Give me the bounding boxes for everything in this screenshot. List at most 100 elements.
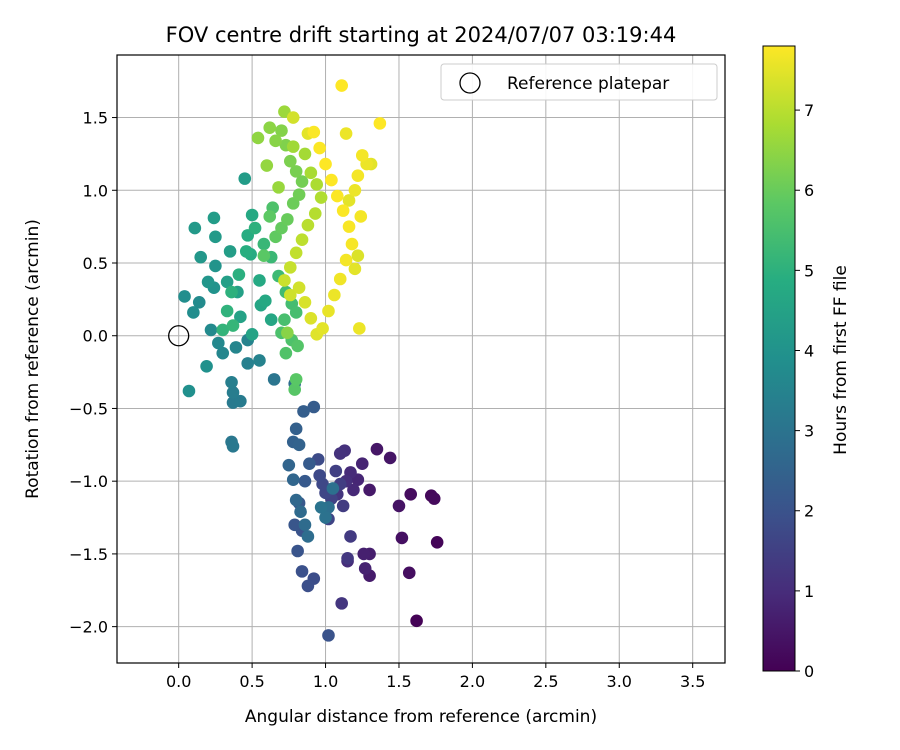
data-point [289, 165, 303, 178]
data-point [188, 221, 202, 235]
data-point [351, 249, 365, 263]
data-point [341, 551, 354, 565]
data-point [297, 405, 310, 418]
data-point [281, 213, 294, 226]
data-point [329, 464, 343, 478]
data-point [272, 181, 285, 194]
x-tick-label: 2.0 [460, 672, 485, 691]
data-point [209, 259, 222, 273]
data-point [345, 237, 359, 251]
data-point [257, 237, 271, 251]
data-point [316, 322, 329, 335]
data-point [313, 469, 326, 482]
data-point [339, 127, 353, 140]
y-tick-label: −2.0 [69, 618, 108, 637]
data-point [264, 313, 278, 327]
legend-box [440, 63, 718, 101]
colorbar-tick-label: 6 [804, 181, 814, 200]
data-point [220, 275, 234, 289]
data-point [301, 579, 315, 593]
data-point [392, 499, 406, 513]
x-axis-ticks: 0.0 0.5 1.0 1.5 2.0 2.5 3.0 3.5 [166, 663, 705, 691]
data-point [229, 341, 243, 354]
data-point [373, 117, 387, 130]
data-point [326, 482, 340, 495]
data-point [298, 518, 312, 532]
data-point [226, 386, 240, 399]
data-point [322, 304, 335, 318]
data-point [291, 339, 304, 353]
data-point [358, 562, 372, 575]
y-tick-label: 1.0 [83, 181, 108, 200]
data-point [354, 210, 368, 223]
data-point [194, 250, 208, 264]
data-point [294, 505, 307, 519]
data-point [342, 194, 356, 207]
legend: Reference platepar [440, 63, 718, 101]
data-point [238, 172, 252, 185]
data-point [207, 211, 221, 225]
data-point [308, 207, 322, 220]
data-point [289, 422, 303, 436]
data-point [348, 183, 362, 197]
plot-frame [116, 54, 726, 664]
data-point [292, 188, 306, 201]
data-point [363, 483, 376, 497]
data-point [267, 373, 281, 386]
data-point [355, 149, 369, 162]
data-point [289, 493, 303, 507]
data-point [187, 306, 200, 319]
data-point [333, 272, 347, 286]
data-point [410, 614, 423, 628]
data-point [370, 442, 384, 456]
data-point [212, 336, 225, 350]
data-point [301, 530, 315, 543]
data-point [192, 295, 206, 309]
y-tick-label: −0.5 [69, 399, 108, 418]
data-point [289, 246, 303, 260]
data-point [232, 268, 246, 281]
data-point [307, 400, 321, 414]
x-tick-label: 1.5 [386, 672, 411, 691]
data-point [278, 313, 291, 327]
data-point [260, 159, 274, 172]
data-point [239, 245, 253, 258]
data-point [200, 359, 213, 373]
data-point [295, 175, 309, 188]
data-point [328, 288, 341, 302]
y-axis-title: Rotation from reference (arcmin) [23, 219, 43, 499]
colorbar-tick-label: 5 [804, 261, 814, 280]
data-point [301, 218, 315, 232]
data-point [298, 147, 312, 161]
data-point [282, 458, 296, 472]
data-point [310, 178, 324, 191]
x-tick-label: 0.5 [239, 672, 264, 691]
data-point [225, 285, 238, 299]
data-point [209, 230, 222, 244]
data-point [336, 204, 350, 217]
data-point [347, 483, 360, 497]
colorbar-tick-label: 3 [804, 422, 814, 441]
y-tick-label: 0.0 [83, 327, 108, 346]
data-point [253, 274, 266, 287]
data-point [430, 535, 444, 549]
data-point [251, 131, 265, 145]
data-point [216, 346, 230, 360]
data-point [275, 124, 288, 137]
data-point [286, 473, 300, 487]
colorbar-tick-label: 2 [804, 502, 814, 521]
data-point [304, 311, 318, 325]
data-point [257, 249, 271, 263]
data-point [288, 518, 302, 532]
data-point [355, 457, 369, 471]
grid [117, 55, 725, 663]
colorbar-tick-label: 4 [804, 341, 814, 360]
data-point [304, 166, 318, 180]
data-point [339, 253, 353, 267]
colorbar [762, 45, 796, 672]
data-point [245, 327, 259, 341]
data-point [348, 262, 362, 276]
data-point [182, 384, 196, 398]
data-point [335, 79, 348, 92]
